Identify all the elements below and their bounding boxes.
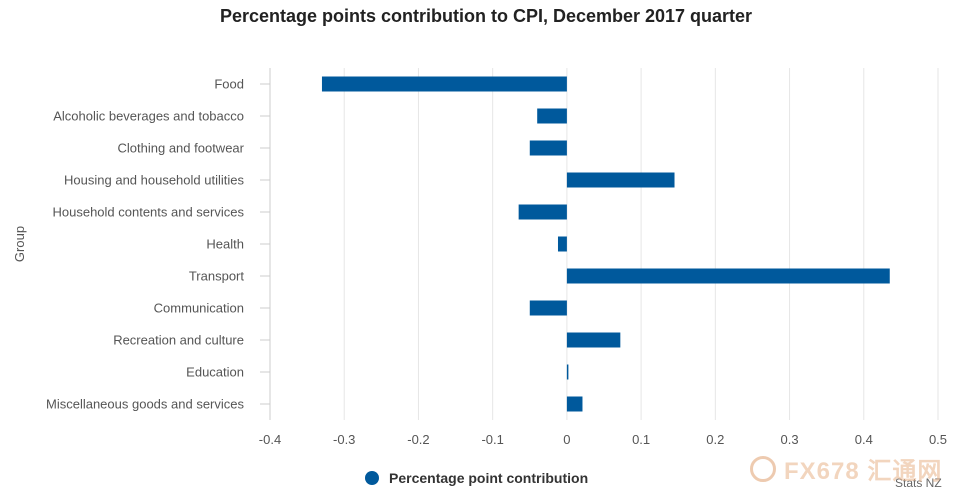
- x-tick-label: 0.1: [632, 432, 650, 447]
- bar[interactable]: [566, 172, 675, 188]
- bar[interactable]: [537, 108, 567, 124]
- y-axis: [260, 68, 271, 420]
- x-tick-label: 0.5: [929, 432, 947, 447]
- legend[interactable]: Percentage point contribution: [365, 470, 588, 486]
- y-tick-label: Clothing and footwear: [118, 141, 245, 156]
- legend-marker: [365, 471, 379, 485]
- x-axis-ticks: -0.4 -0.3 -0.2 -0.1 0 0.1 0.2 0.3 0.4 0.5: [259, 432, 947, 447]
- y-tick-label: Health: [206, 237, 244, 252]
- watermark-logo-icon: [750, 455, 776, 482]
- x-tick-label: -0.4: [259, 432, 281, 447]
- bar[interactable]: [557, 236, 567, 252]
- y-tick-label: Food: [214, 77, 244, 92]
- gridlines: [269, 68, 939, 420]
- y-tick-label: Education: [186, 365, 244, 380]
- legend-label: Percentage point contribution: [389, 470, 589, 486]
- y-axis-title: Group: [12, 226, 27, 262]
- y-tick-label: Household contents and services: [52, 205, 244, 220]
- bars: [321, 76, 890, 412]
- y-tick-label: Alcoholic beverages and tobacco: [53, 109, 244, 124]
- x-tick-label: -0.1: [481, 432, 503, 447]
- x-tick-label: 0: [563, 432, 570, 447]
- x-tick-label: -0.3: [333, 432, 355, 447]
- x-tick-label: 0.2: [706, 432, 724, 447]
- x-tick-label: 0.3: [781, 432, 799, 447]
- watermark-text: FX678 汇通网: [784, 458, 943, 485]
- bar[interactable]: [566, 332, 621, 348]
- chart-title: Percentage points contribution to CPI, D…: [219, 6, 753, 26]
- credits[interactable]: Stats NZ: [895, 476, 942, 490]
- bar[interactable]: [566, 364, 569, 380]
- y-tick-label: Recreation and culture: [113, 333, 244, 348]
- bar[interactable]: [518, 204, 567, 220]
- x-tick-label: 0.4: [855, 432, 873, 447]
- x-tick-label: -0.2: [407, 432, 429, 447]
- bar[interactable]: [321, 76, 567, 92]
- bar[interactable]: [566, 396, 583, 412]
- bar[interactable]: [529, 140, 567, 156]
- y-tick-label: Housing and household utilities: [64, 173, 244, 188]
- y-tick-label: Communication: [154, 301, 244, 316]
- bar[interactable]: [529, 300, 567, 316]
- y-axis-ticks: Food Alcoholic beverages and tobacco Cloth…: [46, 77, 245, 412]
- y-tick-label: Transport: [189, 269, 245, 284]
- bar[interactable]: [566, 268, 890, 284]
- watermark: FX678 汇通网: [750, 451, 942, 486]
- y-tick-label: Miscellaneous goods and services: [46, 397, 244, 412]
